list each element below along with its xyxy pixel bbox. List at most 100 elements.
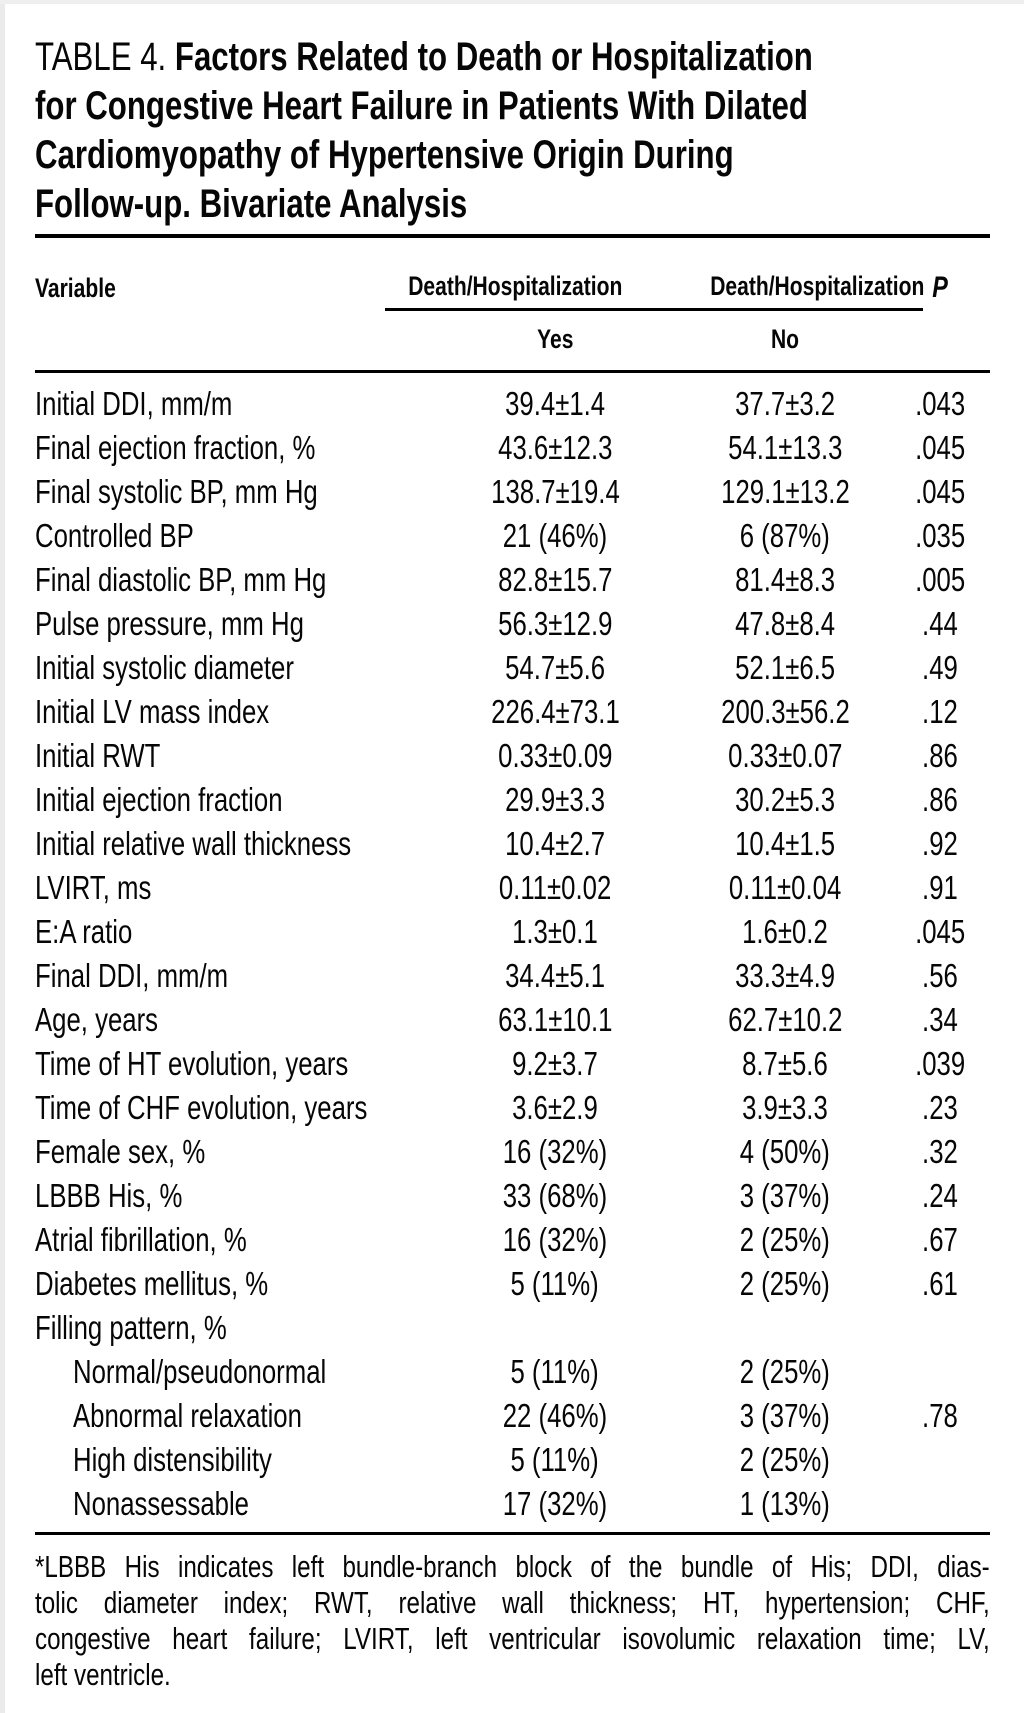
row-variable-label: Time of CHF evolution, years — [35, 1089, 368, 1126]
row-variable-cell: Nonassessable — [35, 1485, 430, 1523]
table-row: Final DDI, mm/m 34.4±5.1 33.3±4.9 .56 — [35, 954, 990, 998]
row-p-value: .61 — [922, 1265, 958, 1302]
row-yes-value: 138.7±19.4 — [490, 473, 620, 510]
row-variable-label: E:A ratio — [35, 913, 133, 950]
table-title-line-2: for Congestive Heart Failure in Patients… — [35, 84, 808, 128]
table-row: Final ejection fraction, % 43.6±12.3 54.… — [35, 426, 990, 470]
table-row: Normal/pseudonormal 5 (11%) 2 (25%) — [35, 1350, 990, 1394]
row-no-cell: 3.9±3.3 — [680, 1089, 890, 1127]
row-no-cell: 81.4±8.3 — [680, 561, 890, 599]
table-row: Diabetes mellitus, % 5 (11%) 2 (25%) .61 — [35, 1262, 990, 1306]
table-row: Initial systolic diameter 54.7±5.6 52.1±… — [35, 646, 990, 690]
row-p-value: .12 — [922, 693, 958, 730]
row-variable-label: Controlled BP — [35, 517, 194, 554]
row-no-cell: 33.3±4.9 — [680, 957, 890, 995]
row-no-cell: 2 (25%) — [680, 1265, 890, 1303]
row-variable-label: Initial systolic diameter — [35, 649, 294, 686]
row-variable-label: Initial LV mass index — [35, 693, 270, 730]
row-p-value: .045 — [914, 429, 966, 466]
table-title-line-3: Cardiomyopathy of Hypertensive Origin Du… — [35, 133, 734, 177]
row-no-cell — [680, 1309, 890, 1347]
row-variable-label: Abnormal relaxation — [73, 1397, 302, 1434]
table-row: Initial relative wall thickness 10.4±2.7… — [35, 822, 990, 866]
table-title-line-1: TABLE 4. Factors Related to Death or Hos… — [35, 33, 990, 82]
row-variable-label: Diabetes mellitus, % — [35, 1265, 269, 1302]
table-top-rule — [35, 234, 990, 238]
row-variable-cell: LVIRT, ms — [35, 869, 430, 907]
row-yes-value: 5 (11%) — [510, 1353, 600, 1390]
row-variable-cell: Age, years — [35, 1001, 430, 1039]
row-p-value: .005 — [914, 561, 966, 598]
row-no-value: 8.7±5.6 — [742, 1045, 828, 1082]
row-no-value: 3 (37%) — [739, 1397, 831, 1434]
row-yes-cell: 5 (11%) — [430, 1441, 680, 1479]
row-no-value: 30.2±5.3 — [734, 781, 836, 818]
row-yes-cell: 138.7±19.4 — [430, 473, 680, 511]
row-variable-label: Age, years — [35, 1001, 159, 1038]
row-no-value: 2 (25%) — [739, 1441, 831, 1478]
row-no-cell: 2 (25%) — [680, 1353, 890, 1391]
row-p-cell — [890, 1353, 990, 1391]
row-yes-cell: 9.2±3.7 — [430, 1045, 680, 1083]
row-no-cell: 2 (25%) — [680, 1441, 890, 1479]
table-body: Initial DDI, mm/m 39.4±1.4 37.7±3.2 .043… — [35, 373, 990, 1532]
row-yes-value: 1.3±0.1 — [512, 913, 598, 950]
row-variable-cell: Initial systolic diameter — [35, 649, 430, 687]
row-p-cell — [890, 1309, 990, 1347]
row-variable-cell: Initial DDI, mm/m — [35, 385, 430, 423]
row-yes-cell: 39.4±1.4 — [430, 385, 680, 423]
row-p-value: .23 — [922, 1089, 958, 1126]
table-row: Final diastolic BP, mm Hg 82.8±15.7 81.4… — [35, 558, 990, 602]
row-yes-value: 5 (11%) — [510, 1265, 600, 1302]
row-p-cell: .005 — [890, 561, 990, 599]
row-no-value: 0.11±0.04 — [728, 869, 842, 906]
row-no-value: 3 (37%) — [739, 1177, 831, 1214]
row-p-cell: .86 — [890, 781, 990, 819]
row-p-value: .86 — [922, 737, 958, 774]
row-yes-cell: 1.3±0.1 — [430, 913, 680, 951]
table-header-rule — [35, 370, 990, 373]
row-yes-value: 226.4±73.1 — [490, 693, 620, 730]
table-row: Filling pattern, % — [35, 1306, 990, 1350]
row-yes-cell: 22 (46%) — [430, 1397, 680, 1435]
row-variable-cell: High distensibility — [35, 1441, 430, 1479]
row-no-cell: 6 (87%) — [680, 517, 890, 555]
row-no-value: 3.9±3.3 — [742, 1089, 828, 1126]
row-no-value: 6 (87%) — [739, 517, 831, 554]
row-no-cell: 37.7±3.2 — [680, 385, 890, 423]
row-variable-cell: E:A ratio — [35, 913, 430, 951]
row-no-value: 2 (25%) — [739, 1221, 831, 1258]
table-row: E:A ratio 1.3±0.1 1.6±0.2 .045 — [35, 910, 990, 954]
row-no-cell: 8.7±5.6 — [680, 1045, 890, 1083]
row-yes-cell: 43.6±12.3 — [430, 429, 680, 467]
row-yes-value: 33 (68%) — [502, 1177, 608, 1214]
row-variable-cell: Pulse pressure, mm Hg — [35, 605, 430, 643]
scan-edge-left — [0, 0, 5, 1713]
table-title-text-1: Factors Related to Death or Hospitalizat… — [174, 35, 813, 79]
row-yes-value: 56.3±12.9 — [497, 605, 613, 642]
row-yes-value: 0.33±0.09 — [497, 737, 613, 774]
row-no-cell: 10.4±1.5 — [680, 825, 890, 863]
row-variable-cell: Initial ejection fraction — [35, 781, 430, 819]
row-yes-cell — [430, 1309, 680, 1347]
row-yes-cell: 226.4±73.1 — [430, 693, 680, 731]
row-p-value: .035 — [914, 517, 966, 554]
row-p-cell: .32 — [890, 1133, 990, 1171]
row-no-value: 2 (25%) — [739, 1265, 831, 1302]
row-no-cell: 1.6±0.2 — [680, 913, 890, 951]
table-row: LBBB His, % 33 (68%) 3 (37%) .24 — [35, 1174, 990, 1218]
footnote-line-1: *LBBB His indicates left bundle-branch b… — [35, 1549, 990, 1584]
row-p-value: .91 — [922, 869, 958, 906]
table-row: Age, years 63.1±10.1 62.7±10.2 .34 — [35, 998, 990, 1042]
row-yes-value: 16 (32%) — [502, 1221, 608, 1258]
row-p-cell: .035 — [890, 517, 990, 555]
row-yes-cell: 17 (32%) — [430, 1485, 680, 1523]
table-header: Variable Death/Hospitalization Death/Hos… — [35, 238, 990, 370]
row-no-value: 47.8±8.4 — [734, 605, 836, 642]
row-p-cell: .23 — [890, 1089, 990, 1127]
row-yes-value: 82.8±15.7 — [497, 561, 613, 598]
row-p-cell: .12 — [890, 693, 990, 731]
row-p-cell: .045 — [890, 473, 990, 511]
row-no-value: 1 (13%) — [739, 1485, 831, 1522]
table-row: Final systolic BP, mm Hg 138.7±19.4 129.… — [35, 470, 990, 514]
